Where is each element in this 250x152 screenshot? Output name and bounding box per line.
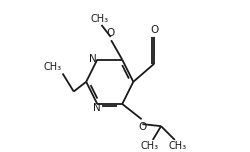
Text: CH₃: CH₃	[168, 141, 187, 151]
Text: N: N	[94, 103, 101, 113]
Text: O: O	[138, 122, 146, 132]
Text: CH₃: CH₃	[91, 14, 109, 24]
Text: O: O	[151, 25, 159, 35]
Text: CH₃: CH₃	[141, 141, 159, 151]
Text: O: O	[106, 28, 114, 38]
Text: CH₃: CH₃	[43, 62, 61, 72]
Text: N: N	[89, 54, 97, 64]
